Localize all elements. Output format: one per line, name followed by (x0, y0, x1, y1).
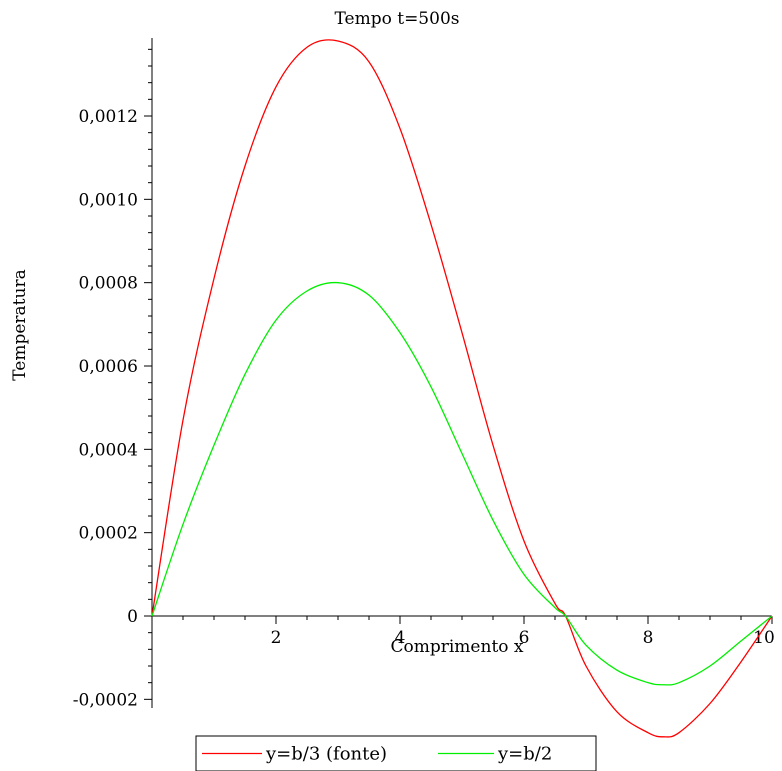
y-tick-label: 0 (127, 607, 138, 627)
y-tick-label: -0,0002 (73, 690, 138, 710)
y-axis-title: Temperatura (10, 269, 30, 380)
x-tick-label: 8 (643, 628, 654, 648)
series-line-1 (151, 39, 773, 738)
x-tick-label: 2 (271, 628, 282, 648)
series-line-2 (151, 281, 773, 686)
legend-items: y=b/3 (fonte) y=b/2 (202, 744, 552, 765)
y-ticks: -0,0002 0 0,0002 0,0004 0,0006 0,0008 0,0010 0,… (73, 48, 152, 710)
y-tick-label: 0,0006 (79, 357, 138, 377)
y-tick-label: 0,0008 (79, 274, 138, 294)
x-axis-title: Comprimento x (391, 637, 524, 657)
legend-box (195, 735, 597, 771)
chart-title: Tempo t=500s (335, 9, 460, 29)
axes: 2 4 6 8 10 -0,0002 0 0,0002 0,0004 0,0006 0,0008 0… (73, 38, 775, 710)
legend: y=b/3 (fonte) y=b/2 (195, 735, 597, 771)
x-tick-label: 4 (395, 628, 406, 648)
y-tick-label: 0,0004 (79, 440, 138, 460)
y-tick-label: 0,0002 (79, 524, 138, 544)
x-tick-label: 6 (519, 628, 530, 648)
plot-series (151, 39, 773, 738)
y-tick-label: 0,0012 (79, 107, 138, 127)
x-ticks: 2 4 6 8 10 (182, 616, 775, 648)
x-tick-label: 10 (753, 628, 775, 648)
y-tick-label: 0,0010 (79, 190, 138, 210)
legend-label-1: y=b/3 (fonte) (265, 744, 387, 765)
legend-label-2: y=b/2 (497, 744, 552, 765)
